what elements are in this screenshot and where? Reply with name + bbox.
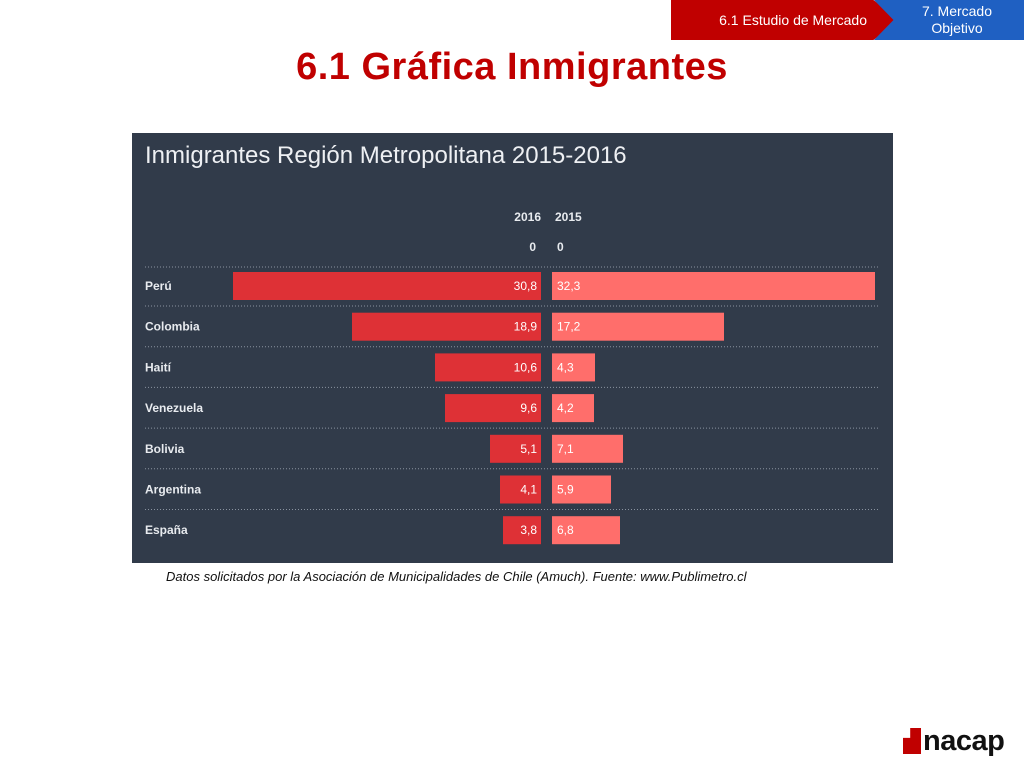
series-header-2016: 2016 xyxy=(514,210,541,224)
category-label: España xyxy=(145,523,188,537)
data-label-2016: 18,9 xyxy=(514,320,538,334)
bar-2015 xyxy=(552,312,724,341)
axis-zero-label-2016: 0 xyxy=(529,240,536,254)
data-label-2015: 6,8 xyxy=(557,523,574,537)
breadcrumb-current[interactable]: 6.1 Estudio de Mercado xyxy=(671,0,901,40)
source-caption: Datos solicitados por la Asociación de M… xyxy=(166,569,747,584)
inacap-logo: nacap xyxy=(903,725,1005,757)
breadcrumb-current-label: 6.1 Estudio de Mercado xyxy=(719,11,867,28)
data-label-2015: 7,1 xyxy=(557,442,574,456)
axis-zero-label-2015: 0 xyxy=(557,240,564,254)
category-label: Argentina xyxy=(145,483,201,497)
category-label: Venezuela xyxy=(145,401,203,415)
data-label-2016: 10,6 xyxy=(514,360,538,374)
category-label: Perú xyxy=(145,279,172,293)
chart-panel: Inmigrantes Región Metropolitana 2015-20… xyxy=(132,133,893,563)
logo-mark-icon xyxy=(903,728,921,754)
breadcrumb-next-label: 7. Mercado Objetivo xyxy=(921,3,993,36)
bar-2015 xyxy=(552,272,875,300)
butterfly-bar-chart: 2016 2015 0 0 Perú 30,8 32,3 Colombia 18,9 17,2 Ha… xyxy=(145,210,880,545)
bar-2015 xyxy=(552,434,623,463)
category-label: Colombia xyxy=(145,320,200,334)
bar-2015 xyxy=(552,475,611,504)
bar-2016 xyxy=(435,353,541,382)
data-label-2016: 4,1 xyxy=(520,483,537,497)
breadcrumb-next[interactable]: 7. Mercado Objetivo xyxy=(874,0,1024,40)
data-label-2016: 3,8 xyxy=(520,523,537,537)
bar-2016 xyxy=(490,434,541,463)
bar-2015 xyxy=(552,516,620,545)
bar-2015 xyxy=(552,353,595,382)
category-label: Haití xyxy=(145,360,172,374)
chart-title: Inmigrantes Región Metropolitana 2015-20… xyxy=(145,142,627,169)
data-label-2015: 5,9 xyxy=(557,483,574,497)
logo-text: nacap xyxy=(923,725,1005,757)
data-label-2016: 30,8 xyxy=(514,279,538,293)
data-label-2015: 32,3 xyxy=(557,279,581,293)
data-label-2015: 4,3 xyxy=(557,360,574,374)
data-label-2015: 4,2 xyxy=(557,401,574,415)
page-title: 6.1 Gráfica Inmigrantes xyxy=(296,46,728,88)
category-label: Bolivia xyxy=(145,442,185,456)
data-label-2016: 5,1 xyxy=(520,442,537,456)
data-label-2016: 9,6 xyxy=(520,401,537,415)
bar-2016 xyxy=(233,272,541,300)
bar-2016 xyxy=(500,475,541,504)
bar-2016 xyxy=(445,394,541,423)
series-header-2015: 2015 xyxy=(555,210,582,224)
bar-2016 xyxy=(503,516,541,545)
bar-2015 xyxy=(552,394,594,423)
bar-2016 xyxy=(352,312,541,341)
data-label-2015: 17,2 xyxy=(557,320,581,334)
